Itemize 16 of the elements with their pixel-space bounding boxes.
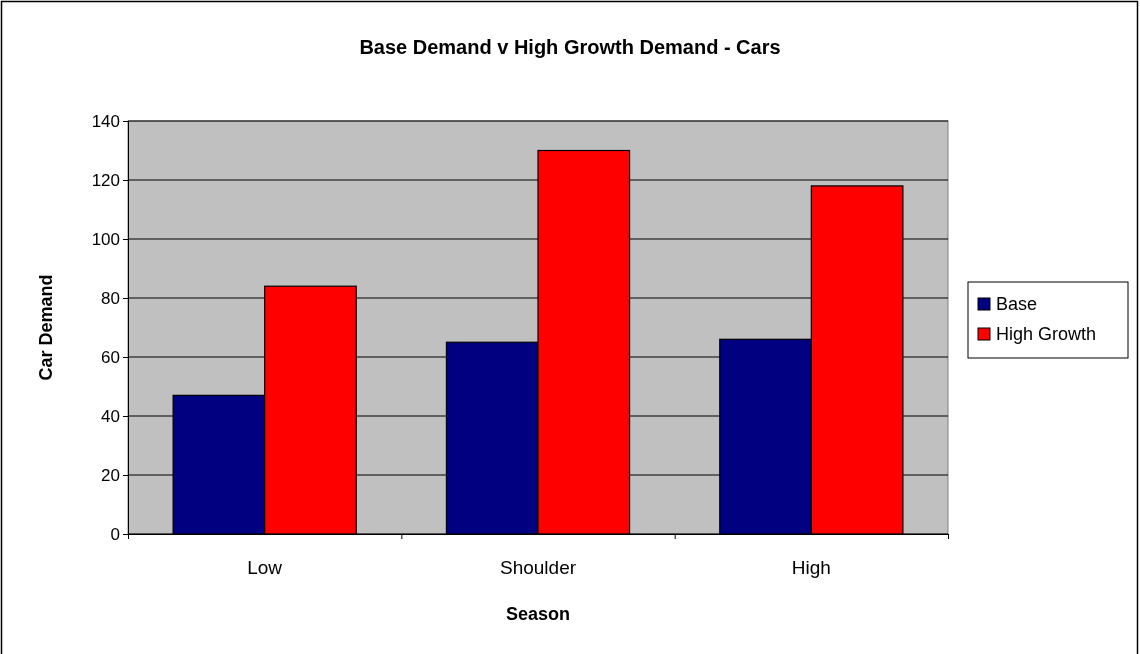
y-tick-label: 100 xyxy=(91,229,120,249)
x-axis-title: Season xyxy=(505,604,571,624)
y-tick-label: 40 xyxy=(101,406,120,426)
legend-label: High Growth xyxy=(996,324,1097,344)
y-tick-label: 140 xyxy=(91,111,120,131)
y-tick-label: 80 xyxy=(101,288,120,308)
y-axis-title: Car Demand xyxy=(36,274,56,381)
chart-title: Base Demand v High Growth Demand - Cars xyxy=(359,36,781,58)
y-tick-label: 0 xyxy=(110,524,120,544)
x-tick-label: Low xyxy=(247,557,283,578)
legend-label: Base xyxy=(996,294,1038,314)
x-tick-label: High xyxy=(791,557,831,578)
y-tick-label: 60 xyxy=(101,347,120,367)
x-tick-label: Shoulder xyxy=(499,557,577,578)
y-tick-label: 20 xyxy=(101,465,120,485)
y-tick-label: 120 xyxy=(91,170,120,190)
